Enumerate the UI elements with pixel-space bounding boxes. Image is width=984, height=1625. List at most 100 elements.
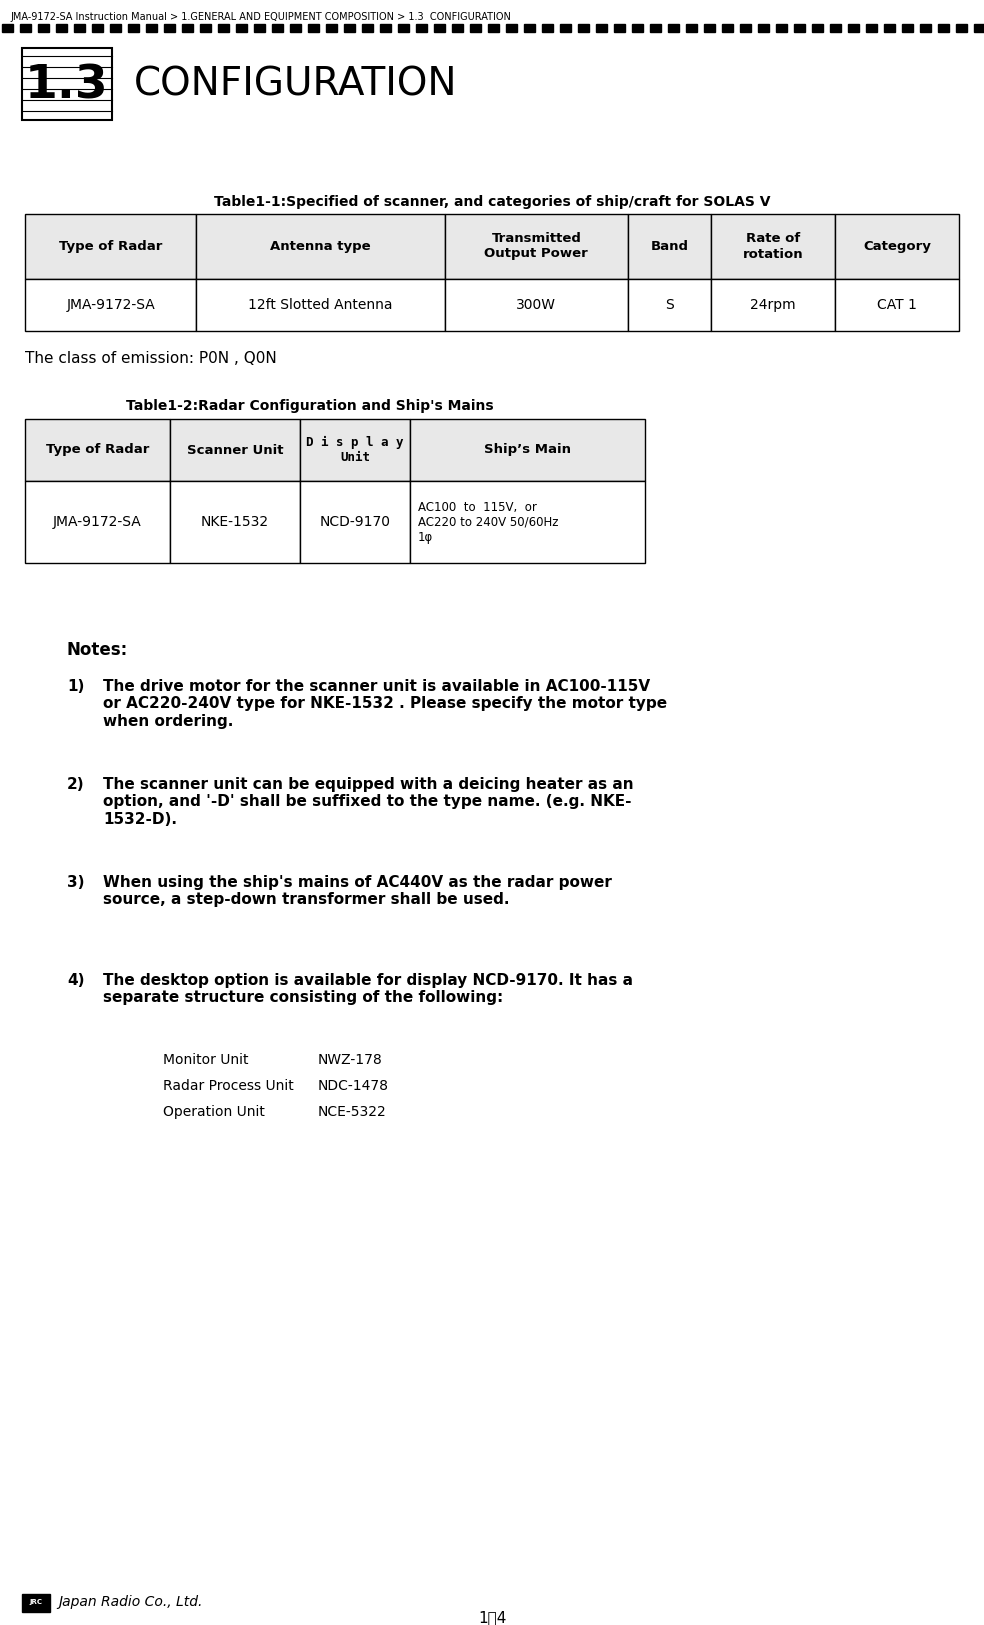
Bar [398, 24, 409, 32]
Text: Band: Band [650, 240, 689, 254]
Text: D i s p l a y
Unit: D i s p l a y Unit [306, 436, 403, 465]
Bar [197, 280, 445, 332]
Bar [25, 214, 197, 280]
Text: Category: Category [863, 240, 931, 254]
Bar [110, 24, 121, 32]
Bar [410, 419, 645, 481]
Text: S: S [665, 297, 674, 312]
Text: 12ft Slotted Antenna: 12ft Slotted Antenna [248, 297, 393, 312]
Text: JMA-9172-SA: JMA-9172-SA [66, 297, 155, 312]
Bar [445, 280, 628, 332]
Bar [524, 24, 535, 32]
Text: JMA-9172-SA: JMA-9172-SA [53, 515, 142, 530]
Bar [128, 24, 139, 32]
Bar [470, 24, 481, 32]
Text: CAT 1: CAT 1 [877, 297, 917, 312]
Text: The drive motor for the scanner unit is available in AC100-115V
or AC220-240V ty: The drive motor for the scanner unit is … [103, 679, 667, 728]
Bar [410, 481, 645, 562]
Text: NDC-1478: NDC-1478 [318, 1079, 389, 1094]
Bar [272, 24, 283, 32]
Text: The desktop option is available for display NCD-9170. It has a
separate structur: The desktop option is available for disp… [103, 973, 633, 1006]
Bar [830, 24, 841, 32]
Bar [866, 24, 877, 32]
Bar [884, 24, 895, 32]
Bar [722, 24, 733, 32]
Text: 3): 3) [67, 874, 85, 890]
Bar [92, 24, 103, 32]
Bar [628, 280, 710, 332]
Text: 24rpm: 24rpm [750, 297, 796, 312]
Bar [326, 24, 337, 32]
Bar [452, 24, 463, 32]
Bar [710, 214, 834, 280]
Bar [344, 24, 355, 32]
Text: NWZ-178: NWZ-178 [318, 1053, 383, 1068]
Bar [74, 24, 85, 32]
Text: When using the ship's mains of AC440V as the radar power
source, a step-down tra: When using the ship's mains of AC440V as… [103, 874, 612, 907]
Text: Monitor Unit: Monitor Unit [163, 1053, 249, 1068]
Text: Radar Process Unit: Radar Process Unit [163, 1079, 294, 1094]
Text: Table1-2:Radar Configuration and Ship's Mains: Table1-2:Radar Configuration and Ship's … [126, 400, 494, 413]
Bar [956, 24, 967, 32]
Text: NCE-5322: NCE-5322 [318, 1105, 387, 1120]
Bar [300, 419, 410, 481]
Bar [362, 24, 373, 32]
Bar [22, 1594, 50, 1612]
Bar [200, 24, 211, 32]
Text: Type of Radar: Type of Radar [59, 240, 162, 254]
Bar [812, 24, 823, 32]
Bar [704, 24, 715, 32]
Text: AC100  to  115V,  or
AC220 to 240V 50/60Hz
1φ: AC100 to 115V, or AC220 to 240V 50/60Hz … [418, 500, 559, 543]
Bar [182, 24, 193, 32]
Bar [758, 24, 769, 32]
Text: Notes:: Notes: [67, 640, 128, 660]
Bar [22, 49, 112, 120]
Bar [488, 24, 499, 32]
Bar [380, 24, 391, 32]
Bar [506, 24, 517, 32]
Bar [218, 24, 229, 32]
Bar [710, 280, 834, 332]
Text: NKE-1532: NKE-1532 [201, 515, 269, 530]
Bar [434, 24, 445, 32]
Text: The scanner unit can be equipped with a deicing heater as an
option, and '-D' sh: The scanner unit can be equipped with a … [103, 777, 634, 827]
Text: Type of Radar: Type of Radar [46, 444, 150, 457]
Bar [794, 24, 805, 32]
Bar [170, 481, 300, 562]
Bar [25, 481, 170, 562]
Bar [834, 280, 959, 332]
Bar [902, 24, 913, 32]
Text: Table1-1:Specified of scanner, and categories of ship/craft for SOLAS V: Table1-1:Specified of scanner, and categ… [214, 195, 770, 210]
Text: 1－4: 1－4 [478, 1610, 506, 1625]
Bar [290, 24, 301, 32]
Bar [56, 24, 67, 32]
Text: 300W: 300W [517, 297, 556, 312]
Bar [834, 214, 959, 280]
Bar [2, 24, 13, 32]
Bar [632, 24, 643, 32]
Text: 2): 2) [67, 777, 85, 791]
Bar [938, 24, 949, 32]
Text: Ship’s Main: Ship’s Main [484, 444, 571, 457]
Bar [25, 419, 170, 481]
Bar [308, 24, 319, 32]
Text: JRC: JRC [30, 1599, 42, 1606]
Bar [686, 24, 697, 32]
Bar [920, 24, 931, 32]
Bar [848, 24, 859, 32]
Bar [596, 24, 607, 32]
Text: The class of emission: P0N , Q0N: The class of emission: P0N , Q0N [25, 351, 277, 366]
Bar [650, 24, 661, 32]
Bar [20, 24, 31, 32]
Bar [668, 24, 679, 32]
Text: Scanner Unit: Scanner Unit [187, 444, 283, 457]
Bar [236, 24, 247, 32]
Bar [254, 24, 265, 32]
Text: Japan Radio Co., Ltd.: Japan Radio Co., Ltd. [58, 1596, 203, 1609]
Bar [25, 280, 197, 332]
Text: 1.3: 1.3 [26, 63, 109, 109]
Bar [560, 24, 571, 32]
Text: 1): 1) [67, 679, 85, 694]
Text: CONFIGURATION: CONFIGURATION [134, 65, 458, 102]
Bar [614, 24, 625, 32]
